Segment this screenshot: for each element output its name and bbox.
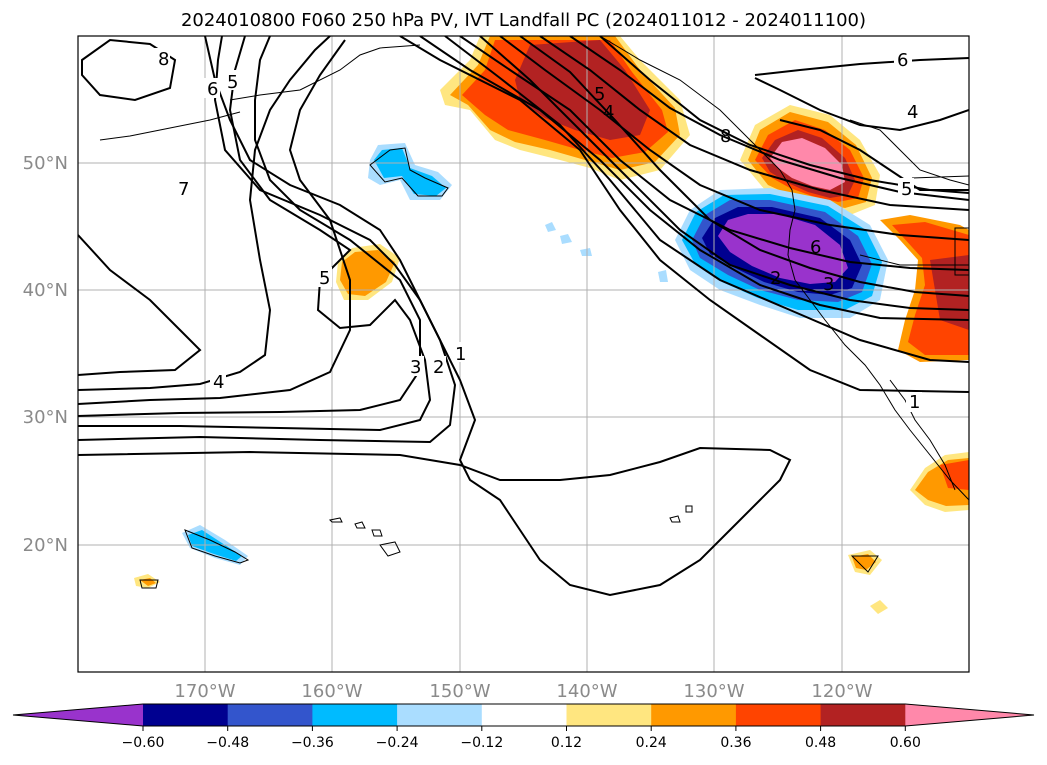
lon-label-140w: 140°W (556, 681, 617, 702)
colorbar-segment (820, 704, 906, 726)
contour-8-west (81, 38, 177, 102)
colorbar-tick-label: 0.24 (636, 735, 667, 751)
lon-label-160w: 160°W (301, 681, 362, 702)
colorbar-tick-label: 0.60 (890, 735, 921, 751)
contour-label: 7 (178, 179, 189, 200)
contour-1-jet (399, 36, 969, 393)
colorbar-tick-label: −0.48 (206, 735, 249, 751)
lon-label-130w: 130°W (683, 681, 744, 702)
contour-label: 4 (907, 102, 918, 123)
colorbar-segment (481, 704, 567, 726)
lon-label-120w: 120°W (811, 681, 872, 702)
contour-label: 3 (823, 274, 834, 295)
contour-label: 5 (227, 72, 238, 93)
colorbar-tick-label: 0.48 (805, 735, 836, 751)
contour-label: 4 (213, 372, 224, 393)
contour-label: 5 (594, 84, 605, 105)
contour-label: 8 (158, 49, 169, 70)
shading-layer (134, 36, 969, 614)
contour-label: 8 (720, 126, 731, 147)
contour-label: 5 (319, 268, 330, 289)
contour-label: 4 (603, 102, 614, 123)
contour-labels: 8 6 5 7 5 4 3 2 1 5 4 8 6 2 3 6 4 5 1 (154, 48, 922, 413)
contour-label: 5 (901, 179, 912, 200)
contour-label: 1 (455, 344, 466, 365)
contour-label: 2 (770, 268, 781, 289)
colorbar-tick-label: −0.24 (376, 735, 419, 751)
colorbar-segment (566, 704, 652, 726)
colorbar-extend-min (13, 704, 143, 726)
contour-label: 1 (909, 392, 920, 413)
colorbar-segment (227, 704, 313, 726)
figure-title: 2024010800 F060 250 hPa PV, IVT Landfall… (180, 10, 867, 31)
map-frame (77, 35, 970, 673)
colorbar-segment (735, 704, 822, 726)
colorbar-tick-label: −0.12 (460, 735, 503, 751)
colorbar-tick-label: 0.36 (720, 735, 751, 751)
contour-label: 2 (433, 357, 444, 378)
latitude-labels: 50°N 40°N 30°N 20°N (23, 153, 68, 556)
gridlines (78, 36, 969, 672)
coastlines (99, 36, 969, 589)
colorbar-tick-label: −0.60 (122, 735, 165, 751)
lat-label-40n: 40°N (23, 280, 68, 301)
colorbar-segment (312, 704, 398, 726)
lat-label-50n: 50°N (23, 153, 68, 174)
lat-label-30n: 30°N (23, 407, 68, 428)
lon-label-170w: 170°W (174, 681, 235, 702)
lat-label-20n: 20°N (23, 535, 68, 556)
colorbar-segment (651, 704, 737, 726)
contour-label: 6 (207, 79, 218, 100)
colorbar-extend-max (905, 704, 1034, 726)
pv-contours (78, 36, 969, 597)
contour-label: 6 (897, 50, 908, 71)
contour-label: 6 (810, 237, 821, 258)
colorbar-tick-label: 0.12 (551, 735, 582, 751)
colorbar-segment (143, 704, 229, 726)
contour-label: 3 (410, 357, 421, 378)
contour-7-west (78, 234, 202, 376)
contour-6-ridge (754, 57, 969, 76)
colorbar-segment (397, 704, 483, 726)
lon-label-150w: 150°W (429, 681, 490, 702)
colorbar: −0.60 −0.48 −0.36 −0.24 −0.12 0.12 0.24 0.36 0.4… (12, 703, 1035, 751)
longitude-labels: 170°W 160°W 150°W 140°W 130°W 120°W (174, 681, 872, 702)
colorbar-tick-label: −0.36 (291, 735, 334, 751)
